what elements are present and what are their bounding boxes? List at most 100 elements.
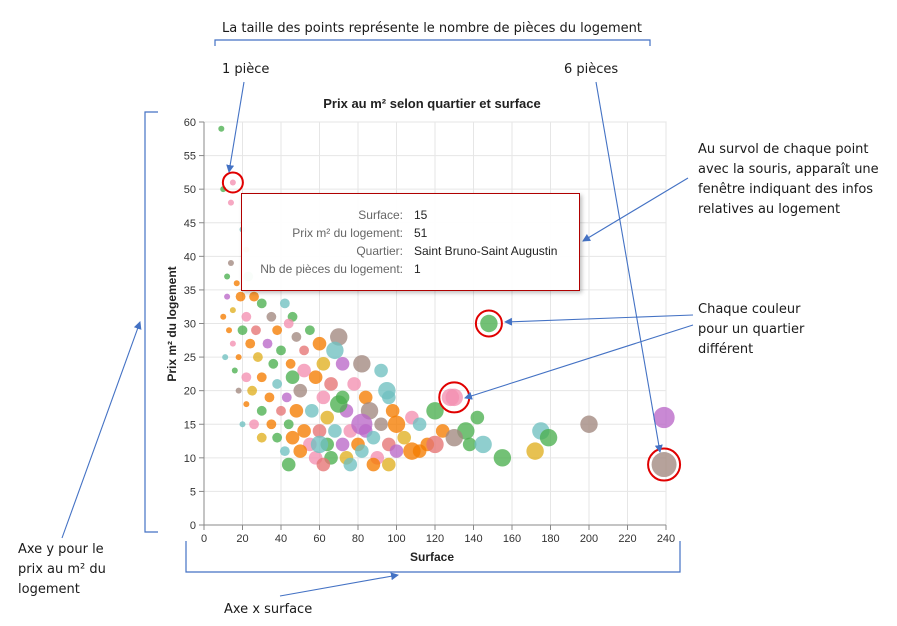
- scatter-point[interactable]: [227, 260, 234, 267]
- scatter-point[interactable]: [320, 410, 335, 425]
- scatter-point[interactable]: [222, 354, 229, 361]
- scatter-point[interactable]: [310, 435, 329, 454]
- scatter-point[interactable]: [308, 370, 323, 385]
- scatter-point[interactable]: [285, 370, 300, 385]
- scatter-point[interactable]: [256, 432, 267, 443]
- scatter-point[interactable]: [389, 444, 404, 458]
- scatter-point[interactable]: [305, 404, 319, 418]
- scatter-point[interactable]: [445, 388, 463, 407]
- scatter-point[interactable]: [651, 452, 677, 478]
- scatter-point[interactable]: [229, 340, 236, 347]
- scatter-point[interactable]: [335, 357, 350, 371]
- scatter-point[interactable]: [316, 357, 331, 371]
- scatter-point[interactable]: [251, 325, 261, 336]
- scatter-point[interactable]: [256, 405, 267, 416]
- scatter-point[interactable]: [293, 383, 308, 398]
- scatter-point[interactable]: [283, 318, 294, 329]
- scatter-point[interactable]: [289, 404, 304, 418]
- scatter-point[interactable]: [462, 437, 477, 452]
- scatter-point[interactable]: [279, 298, 290, 309]
- scatter-point[interactable]: [241, 372, 252, 383]
- scatter-point[interactable]: [235, 354, 242, 361]
- scatter-point[interactable]: [474, 435, 492, 454]
- scatter-point[interactable]: [328, 424, 342, 438]
- scatter-point[interactable]: [493, 449, 512, 467]
- scatter-point[interactable]: [480, 314, 498, 333]
- scatter-point[interactable]: [297, 363, 311, 378]
- scatter-point[interactable]: [233, 280, 240, 287]
- scatter-point[interactable]: [266, 311, 277, 322]
- scatter-point[interactable]: [249, 419, 259, 430]
- scatter-point[interactable]: [526, 442, 544, 460]
- scatter-point[interactable]: [347, 377, 361, 391]
- scatter-point[interactable]: [580, 415, 598, 433]
- scatter-point[interactable]: [330, 395, 348, 413]
- scatter-point[interactable]: [218, 125, 225, 132]
- scatter-point[interactable]: [249, 291, 259, 302]
- scatter-point[interactable]: [285, 430, 300, 445]
- scatter-point[interactable]: [229, 307, 236, 314]
- scatter-point[interactable]: [366, 430, 381, 445]
- scatter-point[interactable]: [355, 444, 369, 458]
- scatter-point[interactable]: [256, 298, 267, 309]
- scatter-point[interactable]: [382, 457, 396, 472]
- scatter-point[interactable]: [268, 358, 279, 369]
- scatter-point[interactable]: [312, 336, 327, 351]
- scatter-point[interactable]: [385, 404, 400, 418]
- scatter-point[interactable]: [353, 355, 371, 373]
- scatter-point[interactable]: [326, 341, 344, 360]
- scatter-point[interactable]: [397, 430, 412, 445]
- scatter-point[interactable]: [539, 428, 558, 447]
- scatter-point[interactable]: [285, 358, 296, 369]
- scatter-point[interactable]: [293, 444, 308, 458]
- scatter-point[interactable]: [283, 419, 294, 430]
- scatter-point[interactable]: [312, 424, 327, 438]
- scatter-point[interactable]: [253, 352, 263, 362]
- scatter-point[interactable]: [279, 446, 290, 457]
- scatter-point[interactable]: [281, 392, 292, 403]
- scatter-point[interactable]: [226, 327, 233, 334]
- scatter-point[interactable]: [435, 424, 450, 438]
- scatter-point[interactable]: [374, 363, 388, 378]
- scatter-point[interactable]: [403, 442, 421, 460]
- scatter-point[interactable]: [445, 428, 463, 447]
- scatter-point[interactable]: [227, 199, 234, 206]
- scatter-point[interactable]: [330, 328, 348, 346]
- scatter-point[interactable]: [235, 291, 246, 302]
- scatter-point[interactable]: [335, 437, 350, 452]
- scatter-point[interactable]: [272, 379, 283, 389]
- scatter-point[interactable]: [299, 345, 309, 356]
- scatter-point[interactable]: [276, 345, 286, 356]
- scatter-point[interactable]: [351, 413, 373, 435]
- scatter-point[interactable]: [272, 432, 283, 443]
- scatter-point[interactable]: [291, 332, 302, 342]
- scatter-point[interactable]: [378, 381, 396, 400]
- scatter-point[interactable]: [220, 313, 227, 320]
- scatter-point[interactable]: [231, 367, 238, 374]
- scatter-point[interactable]: [224, 273, 231, 280]
- scatter-point[interactable]: [316, 390, 331, 405]
- scatter-point[interactable]: [358, 390, 373, 405]
- scatter-point[interactable]: [239, 421, 246, 428]
- scatter-point[interactable]: [387, 415, 406, 433]
- scatter-point[interactable]: [304, 325, 315, 336]
- scatter-point[interactable]: [247, 385, 258, 396]
- scatter-point[interactable]: [266, 419, 277, 430]
- scatter-point[interactable]: [224, 293, 231, 300]
- scatter-point[interactable]: [470, 410, 485, 425]
- scatter-point[interactable]: [426, 435, 444, 454]
- scatter-point[interactable]: [262, 338, 273, 349]
- scatter-point[interactable]: [297, 424, 311, 438]
- scatter-point[interactable]: [235, 387, 242, 394]
- scatter-point[interactable]: [324, 377, 338, 391]
- scatter-point[interactable]: [272, 325, 283, 336]
- scatter-point[interactable]: [276, 405, 286, 416]
- scatter-point[interactable]: [229, 179, 236, 186]
- scatter-point[interactable]: [653, 406, 675, 429]
- scatter-point[interactable]: [366, 457, 381, 472]
- scatter-point[interactable]: [264, 392, 275, 403]
- scatter-point[interactable]: [281, 457, 296, 472]
- scatter-point[interactable]: [426, 402, 444, 420]
- scatter-point[interactable]: [245, 338, 256, 349]
- scatter-point[interactable]: [237, 325, 248, 336]
